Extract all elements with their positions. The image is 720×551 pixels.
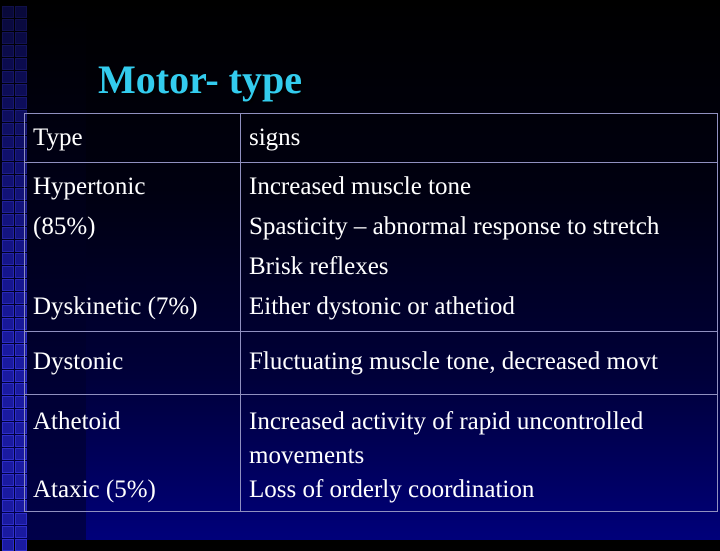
decorative-square xyxy=(2,357,14,369)
decorative-square xyxy=(2,539,14,551)
spacer xyxy=(33,439,232,473)
decorative-square xyxy=(2,227,14,239)
decorative-square xyxy=(2,461,14,473)
table-row-athetoid: Athetoid Ataxic (5%) Increased activity … xyxy=(24,394,718,512)
sign-line: Brisk reflexes xyxy=(249,253,389,280)
decorative-square xyxy=(2,370,14,382)
decorative-square xyxy=(2,487,14,499)
decorative-square xyxy=(2,435,14,447)
decorative-square xyxy=(2,97,14,109)
decorative-square xyxy=(2,136,14,148)
decorative-square xyxy=(15,58,27,70)
signs-cell-athetoid: Increased activity of rapid uncontrolled… xyxy=(240,394,718,512)
decorative-square xyxy=(2,474,14,486)
decorative-square xyxy=(2,318,14,330)
decorative-square xyxy=(2,279,14,291)
type-line: (85%) xyxy=(33,213,96,240)
type-cell-dystonic: Dystonic xyxy=(24,331,241,395)
type-cell-hypertonic: Hypertonic (85%) Dyskinetic (7%) xyxy=(24,162,241,332)
decorative-square xyxy=(2,84,14,96)
decorative-square xyxy=(2,123,14,135)
decorative-square xyxy=(2,383,14,395)
table-row-hypertonic: Hypertonic (85%) Dyskinetic (7%) Increas… xyxy=(24,162,718,332)
header-signs-cell: signs xyxy=(240,113,718,163)
decorative-square xyxy=(15,97,27,109)
decorative-square xyxy=(2,149,14,161)
decorative-square xyxy=(15,513,27,525)
table-row-dystonic: Dystonic Fluctuating muscle tone, decrea… xyxy=(24,331,718,395)
spacer xyxy=(33,247,232,287)
decorative-square xyxy=(2,214,14,226)
decorative-square xyxy=(2,448,14,460)
decorative-square xyxy=(2,422,14,434)
decorative-square xyxy=(2,409,14,421)
decorative-square xyxy=(2,513,14,525)
decorative-square xyxy=(2,162,14,174)
motor-type-table: Type signs Hypertonic (85%) Dyskinetic (… xyxy=(24,113,718,512)
decorative-square xyxy=(15,6,27,18)
decorative-square xyxy=(2,526,14,538)
decorative-square xyxy=(2,32,14,44)
sign-line: Spasticity – abnormal response to stretc… xyxy=(249,213,660,240)
decorative-square xyxy=(2,201,14,213)
decorative-square xyxy=(15,526,27,538)
decorative-square xyxy=(2,396,14,408)
type-line: Athetoid xyxy=(33,408,121,435)
decorative-square xyxy=(15,45,27,57)
decorative-square xyxy=(2,344,14,356)
sign-line: movements xyxy=(249,442,365,469)
decorative-square xyxy=(2,188,14,200)
decorative-square xyxy=(2,292,14,304)
decorative-square-column-left xyxy=(2,0,14,551)
decorative-square xyxy=(2,45,14,57)
decorative-square xyxy=(2,175,14,187)
sub-type-line: Dyskinetic (7%) xyxy=(33,293,198,320)
decorative-square xyxy=(2,19,14,31)
type-line: Hypertonic xyxy=(33,173,146,200)
decorative-square xyxy=(15,32,27,44)
decorative-square xyxy=(2,266,14,278)
sign-line: Increased muscle tone xyxy=(249,173,472,200)
signs-cell-hypertonic: Increased muscle tone Spasticity – abnor… xyxy=(240,162,718,332)
table-header-row: Type signs xyxy=(24,113,718,163)
decorative-square xyxy=(2,6,14,18)
decorative-square xyxy=(2,331,14,343)
decorative-square xyxy=(15,71,27,83)
decorative-square xyxy=(2,253,14,265)
sign-line: Increased activity of rapid uncontrolled xyxy=(249,408,644,435)
header-type-cell: Type xyxy=(24,113,241,163)
decorative-square xyxy=(2,500,14,512)
sub-type-line: Ataxic (5%) xyxy=(33,476,156,503)
decorative-square xyxy=(2,240,14,252)
decorative-square xyxy=(15,539,27,551)
decorative-square xyxy=(2,58,14,70)
sign-line: Loss of orderly coordination xyxy=(249,476,535,503)
signs-cell-dystonic: Fluctuating muscle tone, decreased movt xyxy=(240,331,718,395)
type-cell-athetoid: Athetoid Ataxic (5%) xyxy=(24,394,241,512)
sign-line: Either dystonic or athetiod xyxy=(249,293,515,320)
decorative-square xyxy=(2,305,14,317)
decorative-square xyxy=(2,71,14,83)
slide-title: Motor- type xyxy=(98,57,302,102)
decorative-square xyxy=(15,84,27,96)
decorative-square xyxy=(2,110,14,122)
decorative-square xyxy=(15,19,27,31)
